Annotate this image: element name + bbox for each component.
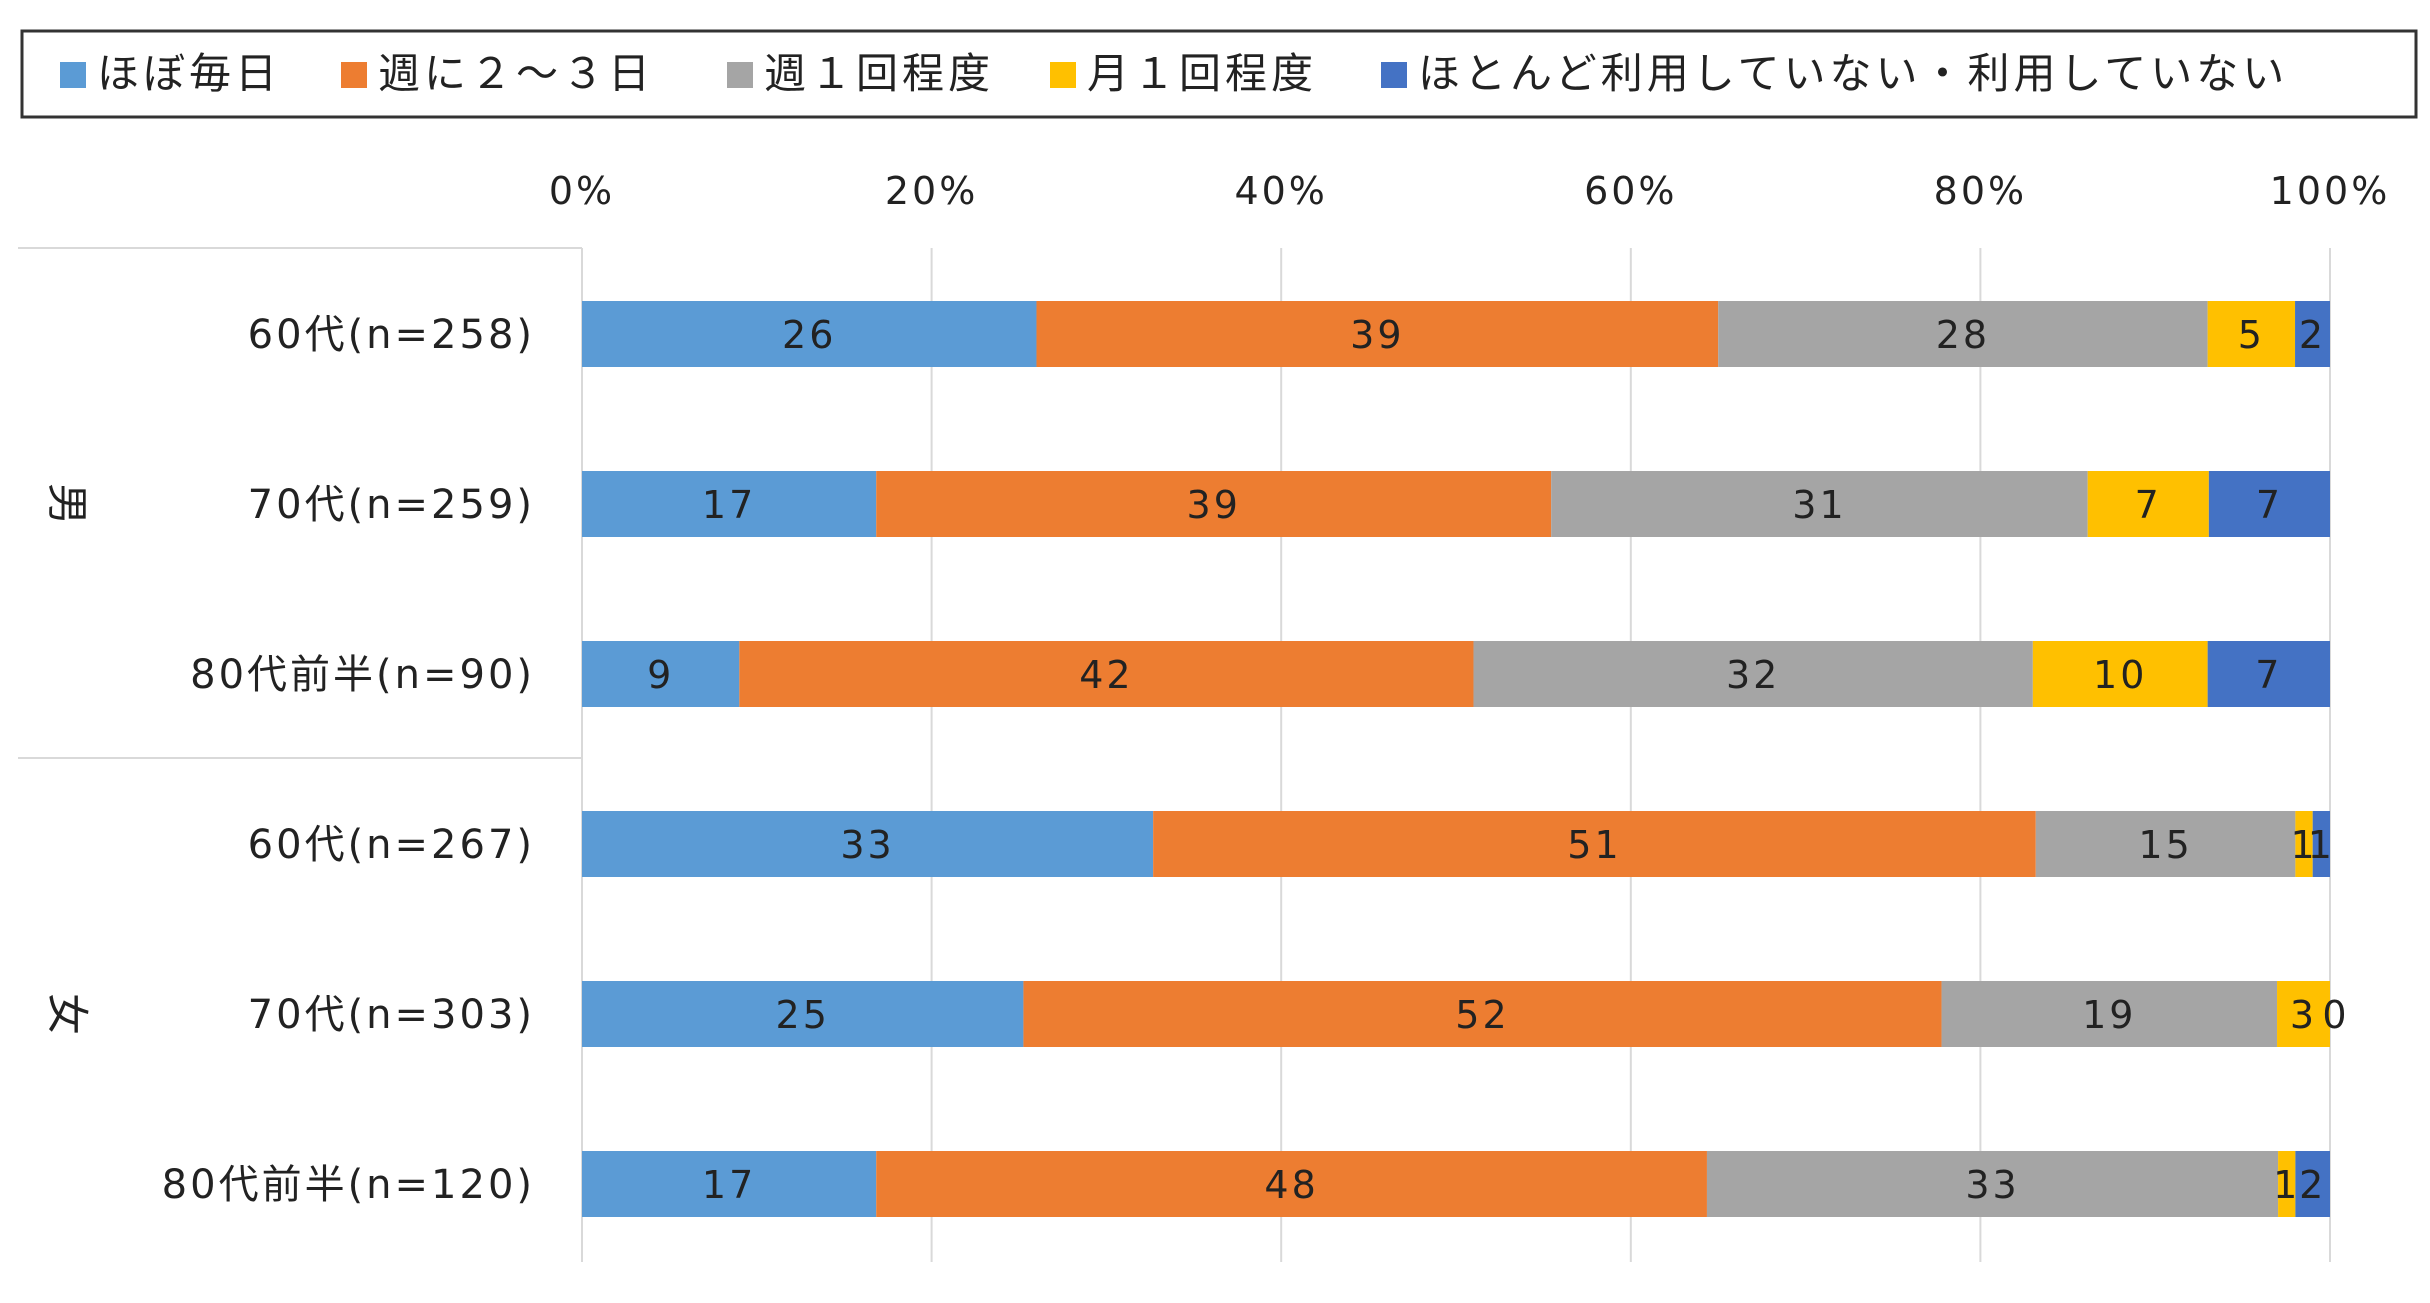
data-label: 42 <box>1079 653 1133 697</box>
legend-label: ほとんど利用していない・利用していない <box>1418 49 2288 98</box>
bar-segment <box>2278 1151 2296 1217</box>
bar-segment <box>739 641 1474 707</box>
legend-swatch <box>727 62 753 88</box>
data-label: 33 <box>1965 1163 2019 1207</box>
legend-label: ほぼ毎日 <box>97 49 281 98</box>
category-labels: 男女 60代(n=258) 70代(n=259) 80代前半(n=90) 60代(n=2… <box>43 312 535 1208</box>
legend-label: 月１回程度 <box>1087 49 1317 98</box>
data-label: 28 <box>1936 313 1990 357</box>
bar-segment <box>2207 301 2296 367</box>
category-label: 70代(n=303) <box>248 992 535 1038</box>
bar-segment <box>1718 301 2208 367</box>
data-label: 7 <box>2135 483 2162 527</box>
data-label: 52 <box>1455 993 1509 1037</box>
bar-segment <box>2087 471 2209 537</box>
bar-segment <box>582 301 1037 367</box>
bar-segment <box>2295 301 2330 367</box>
bar-segment <box>582 1151 877 1217</box>
data-label: 31 <box>1792 483 1846 527</box>
data-label: 17 <box>702 1163 756 1207</box>
axis: 0% 20% 40% 60% 80% 100% <box>18 169 2391 1262</box>
bar-segment <box>2295 1151 2330 1217</box>
data-label: 15 <box>2138 823 2192 867</box>
data-label: 39 <box>1350 313 1404 357</box>
bar-segment <box>876 471 1552 537</box>
data-label: 7 <box>2256 483 2283 527</box>
bar-segment <box>1036 301 1719 367</box>
data-label: 33 <box>840 823 894 867</box>
legend-item: 週に２～３日 <box>341 49 654 98</box>
bar-segment <box>582 641 740 707</box>
x-tick-label: 0% <box>549 169 615 213</box>
data-label: 32 <box>1726 653 1780 697</box>
bar-segment <box>2035 811 2296 877</box>
bar-segment <box>2207 641 2330 707</box>
legend-swatch <box>341 62 367 88</box>
legend-label: 週に２～３日 <box>378 49 654 98</box>
x-tick-label: 80% <box>1934 169 2027 213</box>
bar-segment <box>1153 811 2036 877</box>
data-label: 17 <box>702 483 756 527</box>
bar-segment <box>1551 471 2088 537</box>
data-label: 1 <box>2273 1163 2300 1207</box>
data-label: 1 <box>2290 823 2317 867</box>
data-label: 39 <box>1187 483 1241 527</box>
legend-item: ほとんど利用していない・利用していない <box>1381 49 2288 98</box>
legend-box <box>20 29 2418 119</box>
data-label: 5 <box>2238 313 2265 357</box>
bar-segment <box>876 1151 1707 1217</box>
legend-swatch <box>1050 62 1076 88</box>
group-label: 女 <box>43 993 92 1035</box>
data-label: 3 <box>2290 993 2317 1037</box>
legend-item: 月１回程度 <box>1050 49 1317 98</box>
bar-segment <box>582 811 1154 877</box>
category-label: 70代(n=259) <box>248 482 535 528</box>
group-label: 男 <box>43 483 92 525</box>
data-label: 10 <box>2093 653 2147 697</box>
data-label: 25 <box>776 993 830 1037</box>
data-label: 2 <box>2299 313 2326 357</box>
category-label: 60代(n=258) <box>248 312 535 358</box>
category-label: 80代前半(n=120) <box>162 1162 535 1208</box>
bar-segment <box>2312 811 2330 877</box>
bar-segment <box>2277 981 2330 1047</box>
category-label: 60代(n=267) <box>248 822 535 868</box>
x-tick-label: 20% <box>885 169 978 213</box>
bar-segment <box>582 471 877 537</box>
bar-segment <box>1473 641 2033 707</box>
data-label: 2 <box>2299 1163 2326 1207</box>
category-label: 80代前半(n=90) <box>190 652 535 698</box>
data-label: 48 <box>1264 1163 1318 1207</box>
bar-segment <box>582 981 1024 1047</box>
bar-segment <box>1023 981 1942 1047</box>
bar-segment <box>2295 811 2313 877</box>
bar-segment <box>2208 471 2330 537</box>
data-label: 9 <box>647 653 674 697</box>
data-label: 51 <box>1567 823 1621 867</box>
legend-swatch <box>60 62 86 88</box>
bar-segment <box>1941 981 2278 1047</box>
legend-label: 週１回程度 <box>764 49 994 98</box>
x-tick-label: 40% <box>1234 169 1327 213</box>
data-label: 0 <box>2322 993 2349 1037</box>
legend-swatch <box>1381 62 1407 88</box>
gridlines <box>930 248 2331 1262</box>
data-label: 1 <box>2308 823 2335 867</box>
data-label: 19 <box>2082 993 2136 1037</box>
x-tick-label: 100% <box>2270 169 2391 213</box>
data-label: 7 <box>2255 653 2282 697</box>
legend: ほぼ毎日 週に２～３日 週１回程度 月１回程度 ほとんど利用していない・利用していない <box>20 29 2418 119</box>
data-label: 26 <box>782 313 836 357</box>
legend-item: 週１回程度 <box>727 49 994 98</box>
legend-item: ほぼ毎日 <box>60 49 281 98</box>
bar-segment <box>1706 1151 2279 1217</box>
x-tick-label: 60% <box>1584 169 1677 213</box>
bar-segment <box>2032 641 2208 707</box>
